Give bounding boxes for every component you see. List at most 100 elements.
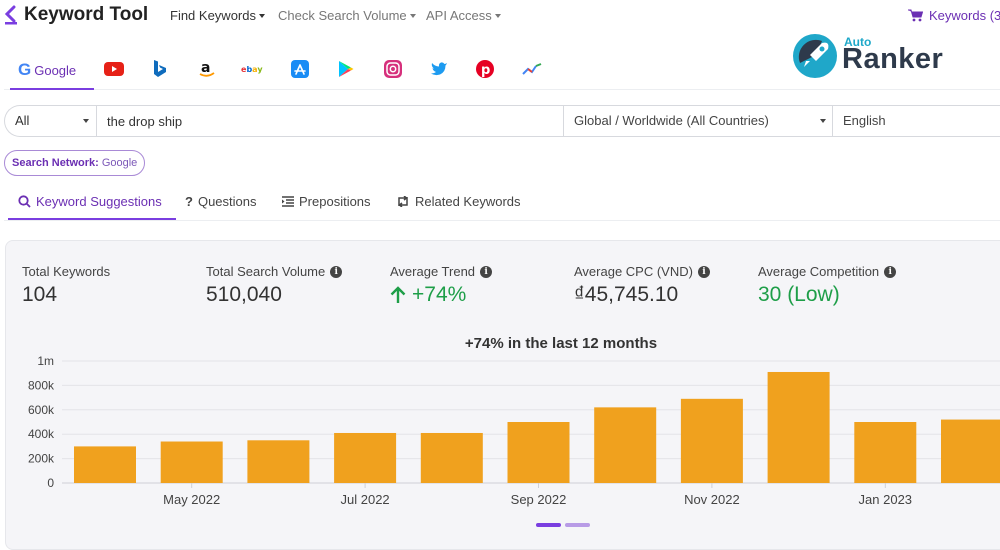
chart-title: +74% in the last 12 months — [464, 335, 658, 352]
menu-label: Find Keywords — [170, 8, 256, 23]
cart-icon — [908, 9, 923, 22]
bar[interactable] — [941, 419, 1000, 483]
stats-panel: Total Keywords 104 Total Search Volume i … — [5, 240, 1000, 550]
twitter-icon[interactable] — [426, 56, 452, 82]
country-select-value: Global / Worldwide (All Countries) — [574, 113, 769, 128]
tab-related-keywords[interactable]: Related Keywords — [396, 194, 521, 209]
tab-questions[interactable]: ? Questions — [185, 194, 257, 209]
language-select[interactable]: English — [833, 106, 1000, 136]
trend-bar-chart: 0 200k 400k 600k 800k 1m May 2022 Jul 2022 Sep 2… — [28, 354, 1000, 507]
keywords-link-label: Keywords (3 — [929, 8, 1000, 23]
search-icon — [18, 195, 31, 208]
logo-text-top: Auto — [844, 35, 872, 49]
pagination-dot[interactable] — [565, 523, 590, 527]
pinterest-icon[interactable]: p — [472, 56, 498, 82]
stat-label: Total Search Volume — [206, 264, 326, 279]
bar[interactable] — [160, 441, 223, 483]
bar[interactable] — [594, 407, 657, 483]
list-indent-icon — [282, 196, 294, 207]
stat-total-keywords: Total Keywords 104 — [22, 264, 110, 307]
stat-average-competition: Average Competition i 30 (Low) — [758, 264, 897, 307]
app-store-icon[interactable] — [287, 56, 313, 82]
bar[interactable] — [507, 422, 570, 483]
country-select[interactable]: Global / Worldwide (All Countries) — [563, 106, 833, 136]
stat-value-wrap: +74% — [390, 283, 492, 307]
swap-icon — [398, 196, 408, 207]
stat-value: +74% — [412, 283, 467, 306]
result-tabs: Keyword Suggestions ? Questions Preposit… — [4, 185, 1000, 221]
brand-logo[interactable]: Keyword Tool — [4, 4, 148, 26]
search-network-label: Search Network: — [12, 157, 99, 169]
bar[interactable] — [334, 432, 397, 483]
logo-text-main: Ranker — [842, 43, 944, 75]
bar[interactable] — [247, 440, 310, 483]
source-tab-label: Google — [34, 62, 77, 78]
source-tabs: G Google a ebay p — [4, 50, 1000, 90]
menu-label: Check Search Volume — [278, 8, 407, 23]
chart-pagination — [536, 523, 590, 527]
y-tick-label: 600k — [28, 403, 55, 417]
trends-icon[interactable] — [519, 56, 545, 82]
amazon-icon[interactable]: a — [194, 56, 220, 82]
x-tick-label: Sep 2022 — [511, 492, 567, 507]
menu-api-access[interactable]: API Access — [426, 8, 501, 23]
info-icon[interactable]: i — [480, 265, 493, 278]
bing-icon[interactable] — [147, 56, 173, 82]
menu-find-keywords[interactable]: Find Keywords — [170, 8, 265, 23]
x-tick-label: May 2022 — [163, 492, 220, 507]
caret-down-icon — [494, 13, 501, 18]
y-tick-label: 800k — [28, 378, 55, 392]
caret-down-icon — [820, 119, 826, 123]
scope-select[interactable]: All — [5, 106, 97, 136]
stat-label: Average CPC (VND) — [574, 264, 693, 279]
caret-down-icon — [409, 13, 416, 18]
stat-average-cpc: Average CPC (VND) i ₫45,745.10 — [574, 264, 710, 307]
bar[interactable] — [854, 422, 917, 483]
stat-value: 30 (Low) — [758, 283, 840, 306]
question-icon: ? — [185, 194, 193, 209]
tab-prepositions[interactable]: Prepositions — [282, 194, 371, 209]
y-tick-label: 400k — [28, 427, 55, 441]
keyword-search-input[interactable] — [97, 106, 563, 136]
tab-label: Prepositions — [299, 194, 371, 209]
bar[interactable] — [74, 446, 136, 483]
info-icon[interactable]: i — [330, 265, 343, 278]
y-tick-label: 200k — [28, 452, 55, 466]
instagram-icon[interactable] — [380, 56, 406, 82]
stat-value: 104 — [22, 283, 58, 306]
svg-text:a: a — [201, 60, 210, 76]
bar[interactable] — [420, 432, 483, 483]
autoranker-logo: Auto Ranker — [792, 33, 952, 79]
info-icon[interactable]: i — [697, 265, 710, 278]
search-network-badge[interactable]: Search Network: Google — [4, 150, 146, 176]
source-tab-google[interactable]: G Google — [10, 52, 94, 90]
tab-keyword-suggestions[interactable]: Keyword Suggestions — [18, 194, 162, 209]
ebay-icon[interactable]: ebay — [240, 56, 266, 82]
menu-label: API Access — [426, 8, 492, 23]
search-network-value: Google — [101, 157, 138, 169]
arrow-up-icon — [390, 286, 406, 303]
stat-total-search-volume: Total Search Volume i 510,040 — [206, 264, 343, 307]
tab-label: Questions — [197, 194, 257, 209]
brand-name: Keyword Tool — [24, 4, 149, 25]
tab-label: Related Keywords — [415, 194, 521, 209]
y-tick-label: 1m — [37, 354, 54, 368]
top-navigation: Keyword Tool Find Keywords Check Search … — [0, 0, 1000, 32]
tab-label: Keyword Suggestions — [36, 194, 162, 209]
play-store-icon[interactable] — [333, 56, 359, 82]
menu-check-search-volume[interactable]: Check Search Volume — [278, 8, 416, 23]
bar[interactable] — [767, 371, 830, 483]
info-icon[interactable]: i — [884, 265, 897, 278]
search-bar: All Global / Worldwide (All Countries) E… — [4, 105, 1000, 137]
svg-text:ebay: ebay — [241, 65, 263, 74]
keywords-cart-link[interactable]: Keywords (3 — [908, 8, 1000, 23]
x-tick-label: Nov 2022 — [684, 492, 740, 507]
active-tab-indicator — [8, 218, 176, 220]
youtube-icon[interactable] — [101, 56, 127, 82]
bar[interactable] — [680, 398, 743, 483]
stat-average-trend: Average Trend i +74% — [390, 264, 493, 307]
caret-down-icon — [258, 13, 265, 18]
pagination-dot-active[interactable] — [536, 523, 561, 527]
keyword-tool-logo-icon — [4, 5, 17, 25]
google-icon: G — [18, 60, 32, 79]
